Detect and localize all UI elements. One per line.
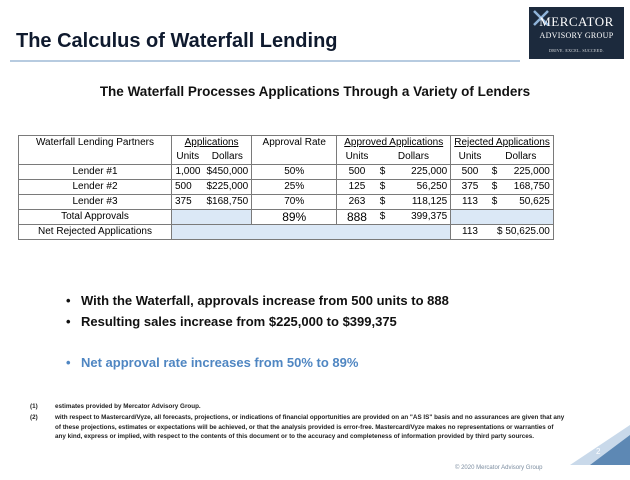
appr-units-header: Units: [336, 150, 377, 165]
total-rate: 89%: [251, 209, 338, 225]
total-label: Total Approvals: [18, 209, 172, 225]
lender-name: Lender #3: [18, 194, 172, 210]
approval-rate: 50%: [251, 164, 338, 180]
appr-dollars: 118,125: [390, 194, 452, 210]
approval-rate: 25%: [251, 179, 338, 195]
title-divider: [10, 60, 520, 62]
total-currency: $: [376, 209, 391, 225]
bullet-text: Net approval rate increases from 50% to …: [81, 355, 359, 370]
logo-line-1: Mercator: [539, 14, 614, 29]
bullet-dot: •: [66, 355, 71, 370]
logo-tagline: Drive. Excel. Succeed.: [549, 48, 604, 53]
rej-currency: $: [488, 164, 506, 180]
total-approvals-row: Total Approvals 89% 888 $ 399,375: [18, 209, 554, 225]
applications-header: Applications: [184, 137, 239, 148]
appr-dollars: 225,000: [390, 164, 452, 180]
approval-rate-header: Approval Rate: [251, 135, 338, 150]
rejected-header: Rejected Applications: [454, 137, 550, 148]
net-shaded-cell: [170, 224, 452, 240]
appr-dollars-header: Dollars: [376, 150, 451, 165]
corner-decoration: [570, 425, 630, 465]
mercator-logo: Mercator Advisory Group Drive. Excel. Su…: [529, 7, 624, 59]
footnote-text: estimates provided by Mercator Advisory …: [55, 403, 201, 410]
net-rejected-row: Net Rejected Applications 113 $ 50,625.0…: [18, 224, 554, 240]
footnote-number: (2): [30, 414, 38, 421]
total-shaded-cell: [170, 209, 253, 225]
total-dollars: 399,375: [390, 209, 452, 225]
slide-subtitle: The Waterfall Processes Applications Thr…: [99, 84, 531, 99]
appr-currency: $: [376, 164, 391, 180]
rej-dollars: 50,625: [505, 194, 554, 210]
bullet-dot: •: [66, 293, 71, 308]
table-row: Lender #3 375 $168,750 70% 263 $ 118,125…: [18, 194, 554, 210]
bullet-text: With the Waterfall, approvals increase f…: [81, 293, 449, 308]
appr-currency: $: [376, 179, 391, 195]
rej-dollars-header: Dollars: [488, 150, 554, 165]
table-header-row-1: Waterfall Lending Partners Applications …: [18, 135, 554, 150]
footnote-number: (1): [30, 403, 38, 410]
partners-header: Waterfall Lending Partners: [18, 135, 172, 150]
appr-units: 125: [336, 179, 377, 195]
net-dollars: $ 50,625.00: [488, 224, 554, 240]
table-row: Lender #2 500 $225,000 25% 125 $ 56,250 …: [18, 179, 554, 195]
net-label: Net Rejected Applications: [18, 224, 172, 240]
rej-units-header: Units: [450, 150, 489, 165]
rej-dollars: 225,000: [505, 164, 554, 180]
total-units: 888: [336, 209, 377, 225]
rej-currency: $: [488, 194, 506, 210]
table-header-row-2: Units Dollars Units Dollars Units Dollar…: [18, 150, 554, 165]
logo-x-icon: [533, 10, 549, 26]
rej-units: 500: [450, 164, 489, 180]
rej-dollars: 168,750: [505, 179, 554, 195]
approval-rate: 70%: [251, 194, 338, 210]
appr-dollars: 56,250: [390, 179, 452, 195]
rej-units: 375: [450, 179, 489, 195]
bullet-dot: •: [66, 314, 71, 329]
waterfall-table: Waterfall Lending Partners Applications …: [18, 135, 554, 240]
app-units-header: Units: [171, 150, 204, 165]
rej-units: 113: [450, 194, 489, 210]
table-row: Lender #1 1,000 $450,000 50% 500 $ 225,0…: [18, 164, 554, 180]
net-units: 113: [450, 224, 489, 240]
app-dollars: $168,750: [203, 194, 253, 210]
slide-title: The Calculus of Waterfall Lending: [16, 30, 338, 52]
total-rejected-shaded: [450, 209, 554, 225]
app-units: 375: [171, 194, 204, 210]
page-number: 2: [596, 447, 601, 456]
app-dollars-header: Dollars: [203, 150, 253, 165]
lender-name: Lender #1: [18, 164, 172, 180]
appr-units: 500: [336, 164, 377, 180]
approved-header: Approved Applications: [344, 137, 444, 148]
lender-name: Lender #2: [18, 179, 172, 195]
app-units: 500: [171, 179, 204, 195]
rej-currency: $: [488, 179, 506, 195]
copyright-text: © 2020 Mercator Advisory Group: [455, 465, 543, 471]
app-units: 1,000: [171, 164, 204, 180]
bullet-text: Resulting sales increase from $225,000 t…: [81, 314, 397, 329]
footnote-text: with respect to Mastercard/Vyze, all for…: [55, 414, 565, 440]
appr-units: 263: [336, 194, 377, 210]
appr-currency: $: [376, 194, 391, 210]
app-dollars: $225,000: [203, 179, 253, 195]
app-dollars: $450,000: [203, 164, 253, 180]
logo-line-2: Advisory Group: [539, 31, 614, 40]
